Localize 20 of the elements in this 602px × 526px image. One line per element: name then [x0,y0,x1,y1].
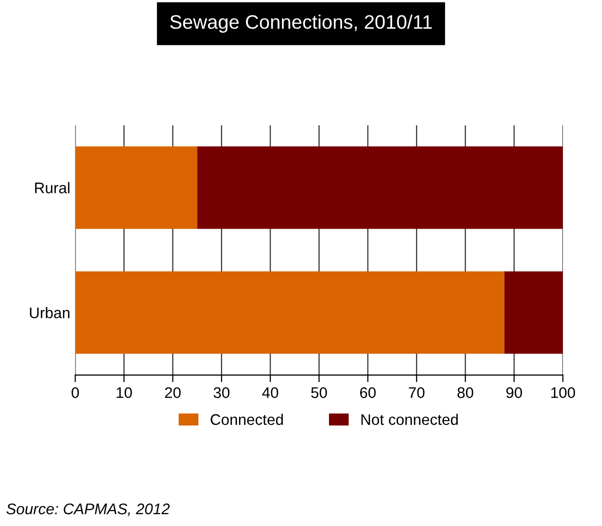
x-tick-label: 90 [506,387,522,398]
x-tick-label: 100 [551,387,576,398]
source-note: Source: CAPMAS, 2012 [6,504,170,516]
x-tick-label: 60 [360,387,376,398]
bar [75,146,198,229]
legend-label: Not connected [361,414,458,425]
bar [197,146,563,229]
y-tick-label: Urban [30,307,70,318]
x-tick-label: 20 [165,387,181,398]
x-tick-label: 30 [214,387,230,398]
x-tick-label: 70 [408,387,424,398]
x-tick-label: 50 [311,387,327,398]
x-tick-label: 40 [262,387,278,398]
x-tick-label: 10 [116,387,132,398]
x-tick-label: 0 [72,387,79,398]
x-tick-label: 80 [458,387,474,398]
legend-label: Connected [210,414,283,425]
bar [504,271,563,354]
chart-title: Sewage Connections, 2010/11 [170,14,432,33]
y-tick-label: Rural [35,182,70,194]
